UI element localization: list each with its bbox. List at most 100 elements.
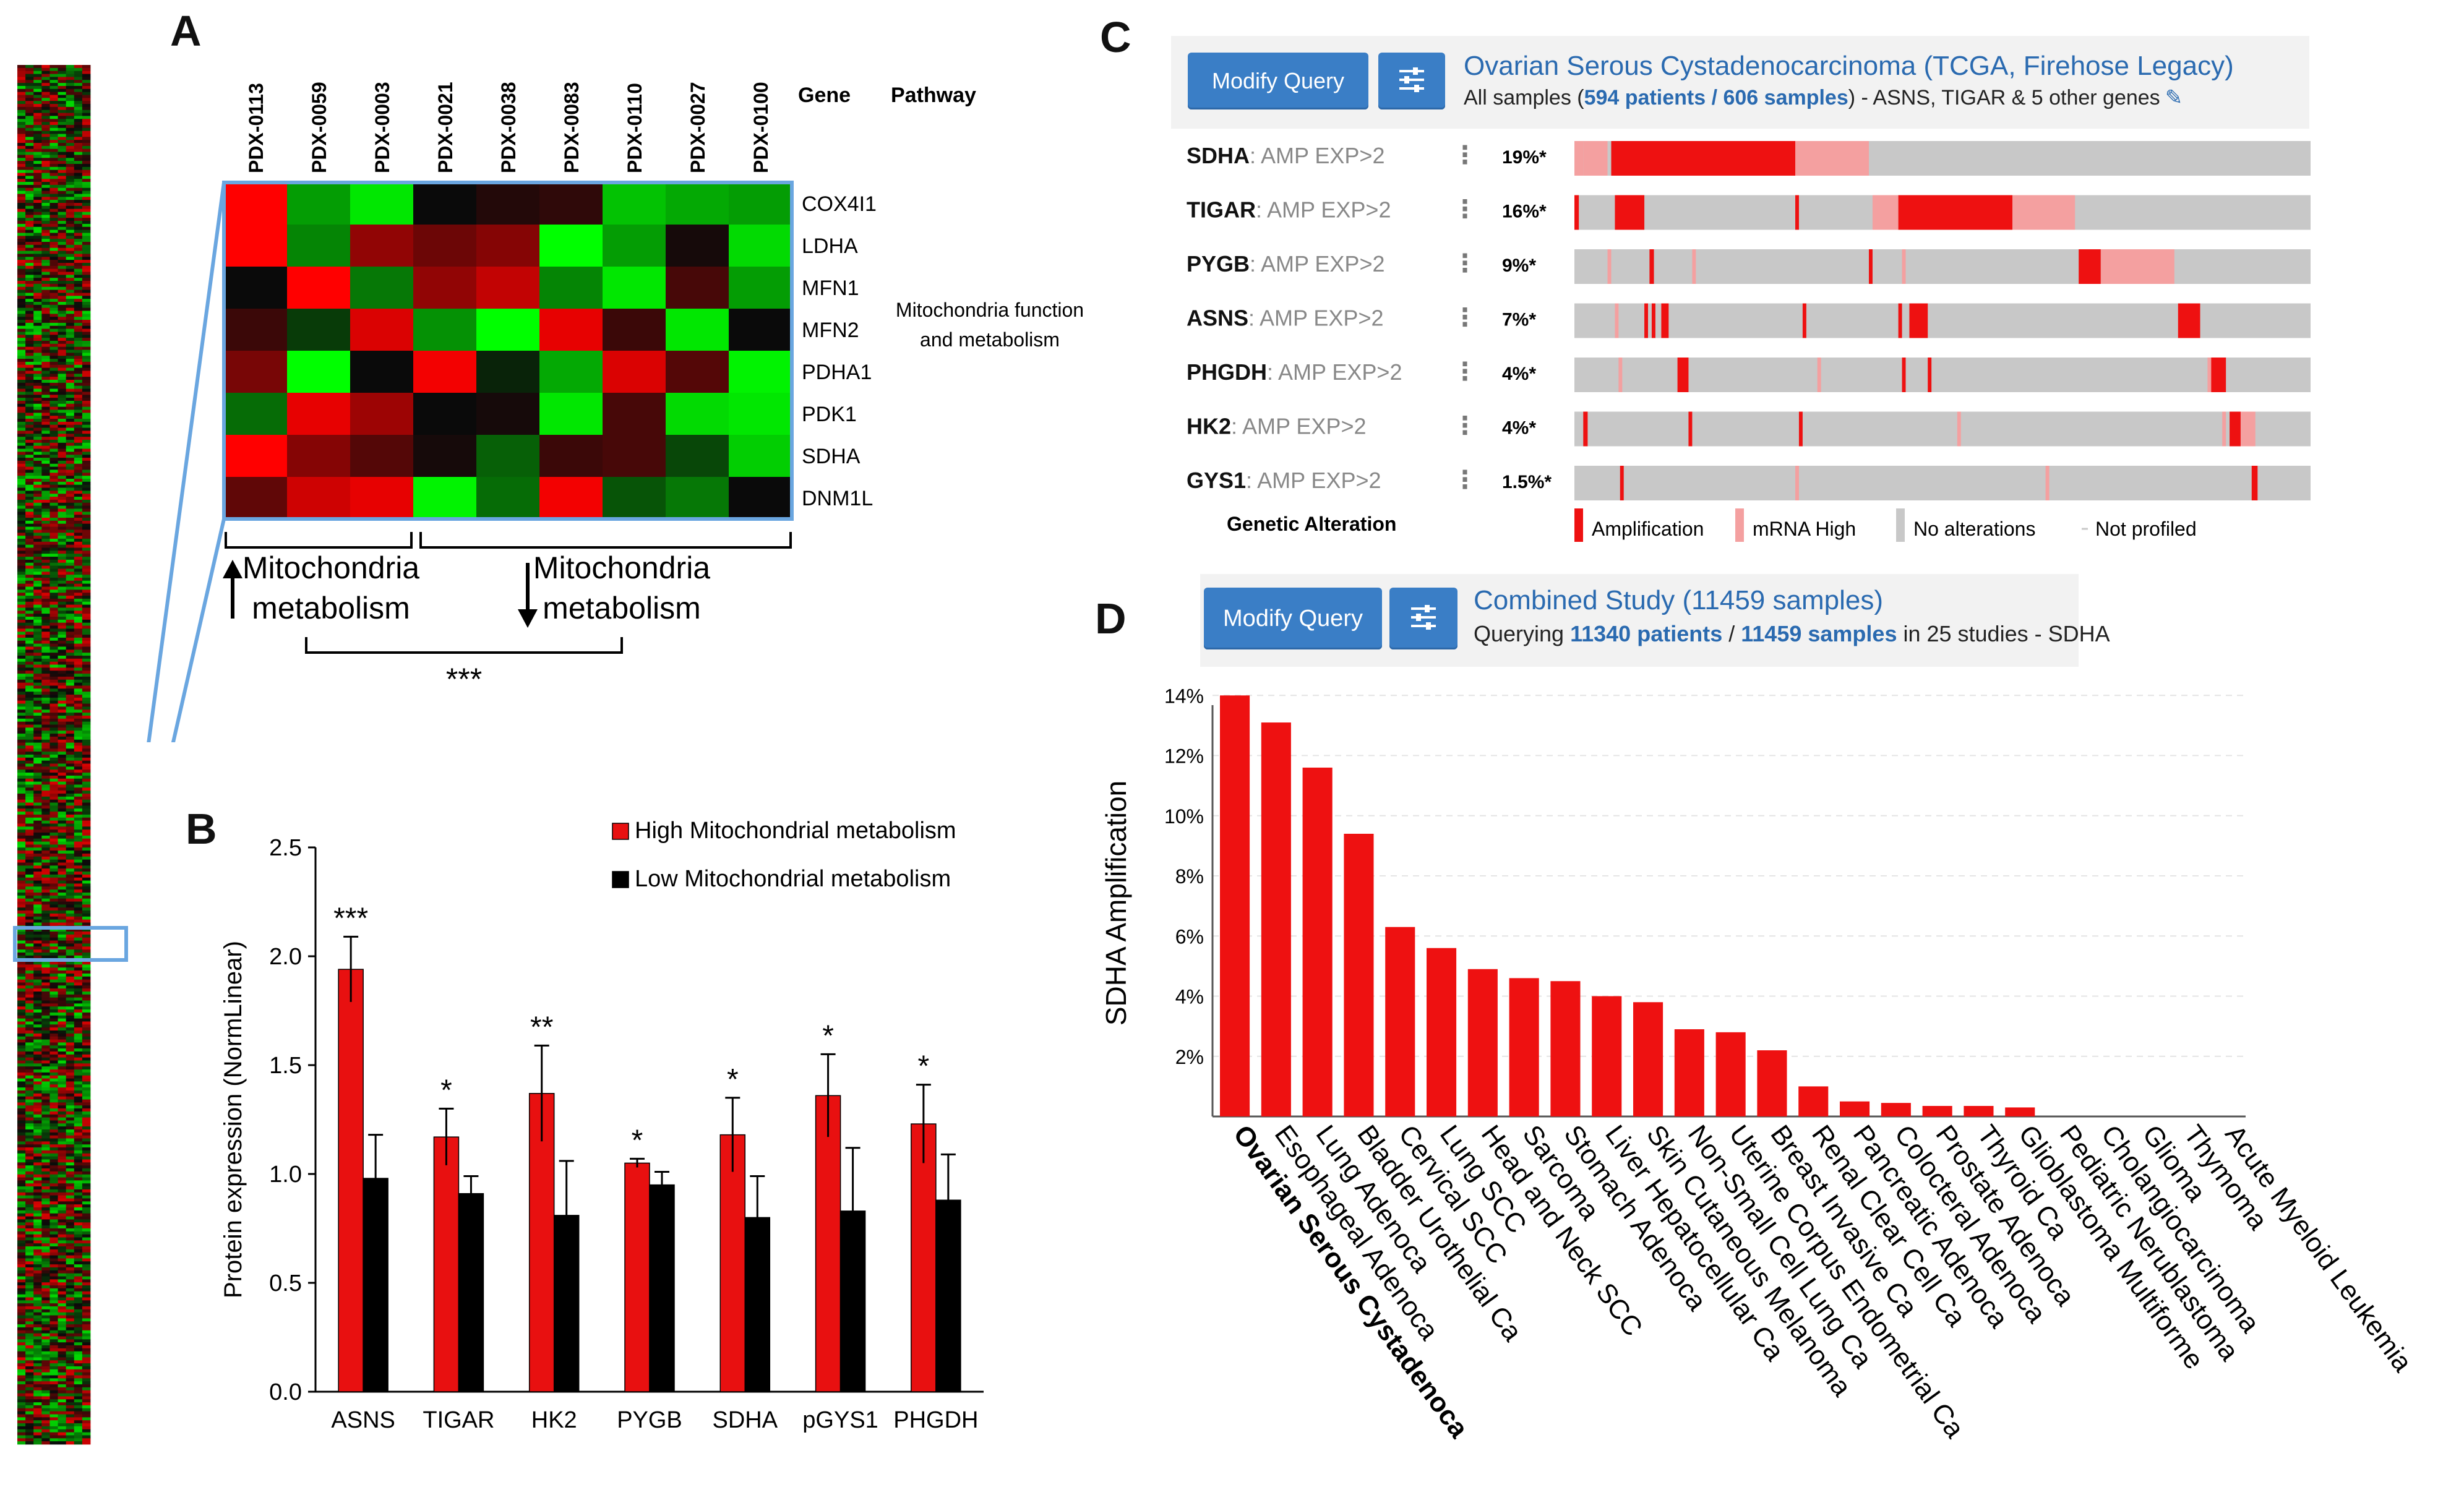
bar <box>911 1123 937 1392</box>
strip-cell <box>74 536 83 539</box>
strip-cell <box>41 713 50 716</box>
strip-cell <box>25 562 34 566</box>
strip-cell <box>33 353 42 356</box>
strip-cell <box>58 67 67 72</box>
strip-cell <box>49 682 58 686</box>
strip-cell <box>82 520 91 525</box>
strip-cell <box>49 427 58 431</box>
strip-cell <box>41 1267 50 1271</box>
strip-cell <box>82 1264 91 1268</box>
strip-cell <box>58 1006 67 1010</box>
strip-cell <box>58 127 67 132</box>
strip-cell <box>25 760 34 764</box>
strip-cell <box>82 538 91 542</box>
modify-query-button[interactable]: Modify Query <box>1188 53 1368 109</box>
strip-cell <box>41 1396 50 1400</box>
strip-cell <box>49 1387 58 1391</box>
legend-swatch <box>612 871 629 888</box>
strip-cell <box>74 398 83 401</box>
strip-cell <box>58 685 67 689</box>
study-title-link-d[interactable]: Combined Study (11459 samples) <box>1474 585 1883 615</box>
strip-cell <box>33 473 42 476</box>
strip-cell <box>25 1006 34 1010</box>
strip-cell <box>58 1177 67 1181</box>
samples-count-link[interactable]: 606 samples <box>1723 86 1848 109</box>
strip-cell <box>74 275 83 278</box>
strip-cell <box>41 760 50 764</box>
strip-cell <box>25 718 34 722</box>
strip-cell <box>66 940 75 944</box>
strip-cell <box>66 893 75 896</box>
strip-cell <box>74 208 83 212</box>
strip-cell <box>66 1366 75 1370</box>
strip-cell <box>58 880 67 884</box>
strip-cell <box>25 1423 34 1427</box>
strip-cell <box>58 187 67 192</box>
query-settings-button[interactable] <box>1378 53 1445 109</box>
strip-cell <box>41 745 50 749</box>
strip-cell <box>82 1009 91 1013</box>
study-title-link-c[interactable]: Ovarian Serous Cystadenocarcinoma (TCGA,… <box>1464 51 2234 81</box>
strip-cell <box>66 577 75 581</box>
strip-cell <box>17 191 26 194</box>
strip-cell <box>49 916 58 920</box>
strip-cell <box>58 442 67 447</box>
strip-cell <box>74 872 83 875</box>
strip-cell <box>82 661 91 665</box>
strip-cell <box>33 529 42 533</box>
strip-cell <box>82 1240 91 1244</box>
strip-cell <box>41 632 50 635</box>
strip-cell <box>66 1282 75 1286</box>
strip-cell <box>17 685 26 689</box>
query-settings-button-d[interactable] <box>1389 588 1457 649</box>
strip-cell <box>58 904 67 908</box>
strip-cell <box>33 1105 42 1109</box>
edit-pencil-icon[interactable]: ✎ <box>2165 86 2183 109</box>
strip-cell <box>17 487 26 491</box>
strip-cell <box>66 847 75 851</box>
strip-cell <box>82 1399 91 1403</box>
strip-cell <box>49 281 58 285</box>
strip-cell <box>33 970 42 974</box>
strip-cell <box>25 955 34 959</box>
strip-cell <box>49 1435 58 1439</box>
strip-cell <box>41 922 50 926</box>
strip-cell <box>25 203 34 207</box>
strip-cell <box>49 1360 58 1364</box>
strip-cell <box>58 304 67 309</box>
strip-cell <box>74 512 83 515</box>
strip-cell <box>25 343 34 348</box>
strip-cell <box>41 1102 50 1106</box>
strip-cell <box>82 137 91 140</box>
strip-cell <box>74 1264 83 1268</box>
strip-cell <box>33 664 42 668</box>
strip-cell <box>49 452 58 455</box>
strip-cell <box>82 700 91 704</box>
strip-cell <box>58 808 67 812</box>
strip-cell <box>49 442 58 447</box>
strip-cell <box>74 221 83 225</box>
strip-cell <box>58 1081 67 1085</box>
strip-cell <box>58 508 67 512</box>
strip-cell <box>74 1165 83 1169</box>
strip-cell <box>66 452 75 455</box>
strip-cell <box>66 886 75 890</box>
patients-count-link[interactable]: 594 patients <box>1584 86 1706 109</box>
summary-suffix: ) - ASNS, TIGAR & 5 other genes <box>1848 86 2160 109</box>
strip-cell <box>82 1156 91 1160</box>
strip-cell <box>25 1378 34 1382</box>
samples-count-link[interactable]: 11459 samples <box>1741 621 1897 646</box>
strip-cell <box>33 580 42 585</box>
strip-cell <box>58 74 67 77</box>
strip-cell <box>82 299 91 302</box>
patients-count-link[interactable]: 11340 patients <box>1570 621 1723 646</box>
strip-cell <box>41 65 50 69</box>
strip-cell <box>49 838 58 842</box>
modify-query-button-d[interactable]: Modify Query <box>1204 588 1382 649</box>
strip-cell <box>49 247 58 251</box>
strip-cell <box>49 952 58 956</box>
strip-cell <box>49 1270 58 1274</box>
strip-cell <box>41 421 50 426</box>
strip-cell <box>17 239 26 242</box>
strip-cell <box>25 554 34 557</box>
